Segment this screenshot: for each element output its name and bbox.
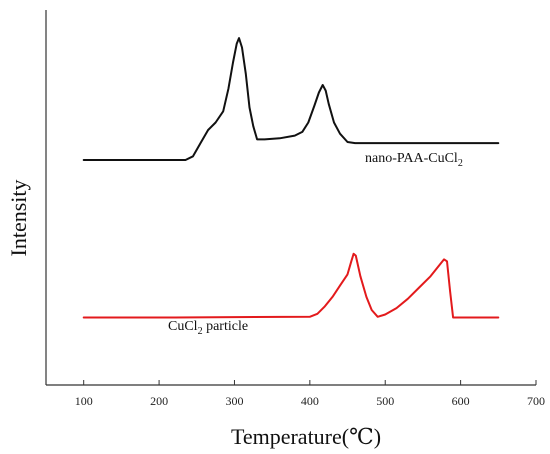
series-label-text: nano-PAA-CuCl [365,151,458,166]
series-line-0 [82,37,500,161]
series-label-subscript: 2 [458,158,463,169]
series-label-subscript: 2 [198,326,203,337]
x-axis-title: Temperature(℃) [231,424,381,449]
axes [45,10,536,386]
x-tick-label: 600 [452,394,470,408]
y-axis-title: Intensity [6,180,31,257]
x-tick-label: 100 [75,394,93,408]
x-tick-label: 500 [376,394,394,408]
x-tick-label: 400 [301,394,319,408]
x-tick-label: 300 [225,394,243,408]
series-label-0: nano-PAA-CuCl2 [365,151,463,169]
series-label-text: CuCl [168,319,198,334]
x-ticks: 100 200 300 400 500 600 700 [75,380,545,408]
series-label-1: CuCl2 particle [168,319,248,337]
x-tick-label: 700 [527,394,545,408]
series-label-rest: particle [203,319,248,334]
series-group [82,37,500,319]
series-line-1 [82,252,500,319]
x-tick-label: 200 [150,394,168,408]
